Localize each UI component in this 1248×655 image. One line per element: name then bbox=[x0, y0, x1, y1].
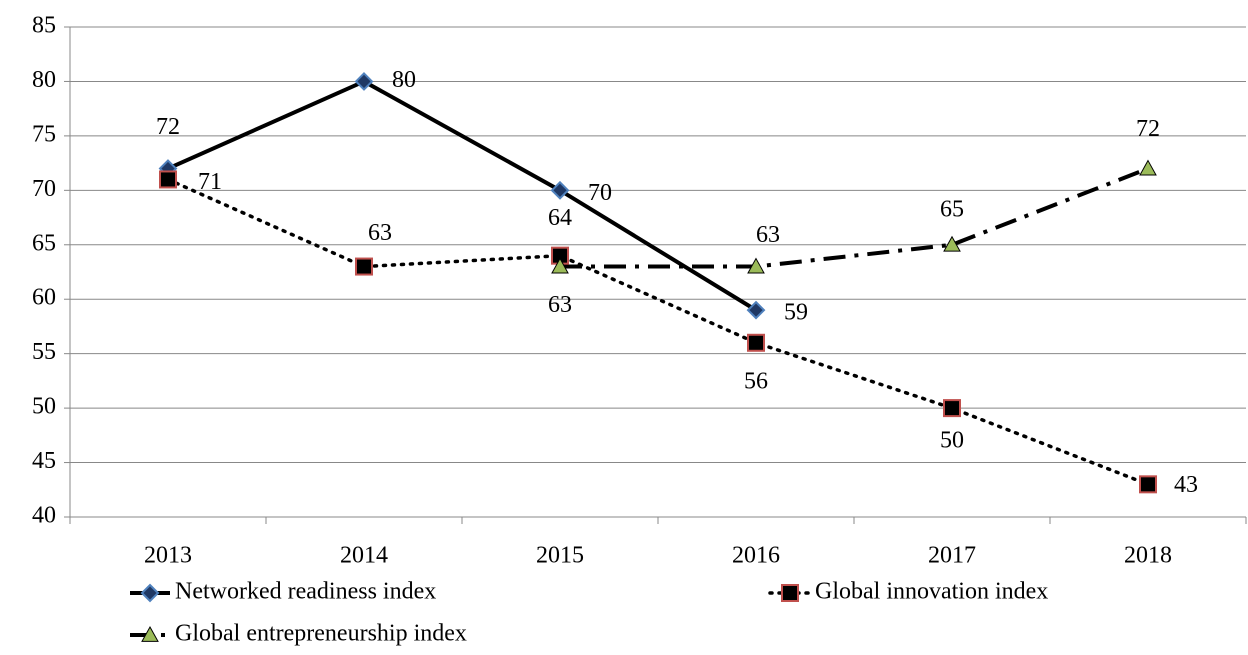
data-label: 64 bbox=[548, 205, 572, 231]
y-tick-label: 45 bbox=[32, 448, 56, 474]
x-tick-label: 2018 bbox=[1124, 543, 1172, 569]
data-point bbox=[943, 235, 961, 252]
y-tick-label: 85 bbox=[32, 13, 56, 39]
data-point bbox=[943, 399, 961, 418]
y-tick-label: 50 bbox=[32, 394, 56, 420]
y-tick-label: 65 bbox=[32, 230, 56, 256]
x-tick-label: 2013 bbox=[144, 543, 192, 569]
data-label: 71 bbox=[198, 169, 222, 195]
x-tick-label: 2016 bbox=[732, 543, 780, 569]
data-point bbox=[1139, 159, 1157, 176]
y-tick-label: 40 bbox=[32, 503, 56, 529]
data-point bbox=[747, 257, 765, 274]
x-tick-label: 2014 bbox=[340, 543, 388, 569]
data-point bbox=[550, 180, 570, 200]
data-label: 72 bbox=[1136, 116, 1160, 142]
legend-label: Global innovation index bbox=[815, 579, 1048, 605]
data-label: 63 bbox=[548, 292, 572, 318]
data-point bbox=[747, 333, 765, 352]
data-label: 59 bbox=[784, 300, 808, 326]
data-point bbox=[1139, 475, 1157, 494]
y-tick-label: 55 bbox=[32, 339, 56, 365]
x-tick-label: 2017 bbox=[928, 543, 976, 569]
data-label: 72 bbox=[156, 114, 180, 140]
data-label: 63 bbox=[756, 222, 780, 248]
y-tick-label: 70 bbox=[32, 176, 56, 202]
y-tick-label: 80 bbox=[32, 67, 56, 93]
data-label: 80 bbox=[392, 67, 416, 93]
data-point bbox=[355, 257, 373, 276]
legend-marker bbox=[140, 583, 160, 603]
y-tick-label: 60 bbox=[32, 285, 56, 311]
data-point bbox=[551, 257, 569, 274]
data-label: 65 bbox=[940, 196, 964, 222]
data-point bbox=[746, 300, 766, 320]
legend-label: Networked readiness index bbox=[175, 579, 436, 605]
legend-label: Global entrepreneurship index bbox=[175, 621, 467, 647]
data-label: 63 bbox=[368, 220, 392, 246]
series-line bbox=[166, 177, 1150, 487]
series-line bbox=[560, 166, 1149, 269]
legend-marker bbox=[141, 625, 159, 642]
data-label: 43 bbox=[1174, 472, 1198, 498]
data-label: 70 bbox=[588, 180, 612, 206]
x-tick-label: 2015 bbox=[536, 543, 584, 569]
data-label: 50 bbox=[940, 428, 964, 454]
legend-marker bbox=[781, 584, 799, 602]
data-label: 56 bbox=[744, 368, 768, 394]
y-tick-label: 75 bbox=[32, 121, 56, 147]
data-point bbox=[159, 170, 177, 189]
data-point bbox=[354, 72, 374, 91]
series-line bbox=[167, 79, 758, 312]
